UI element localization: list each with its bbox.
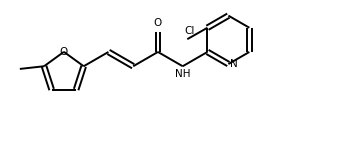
Text: N: N: [230, 59, 238, 69]
Text: O: O: [154, 18, 162, 28]
Text: O: O: [60, 46, 68, 57]
Text: NH: NH: [175, 69, 190, 79]
Text: Cl: Cl: [185, 26, 195, 36]
